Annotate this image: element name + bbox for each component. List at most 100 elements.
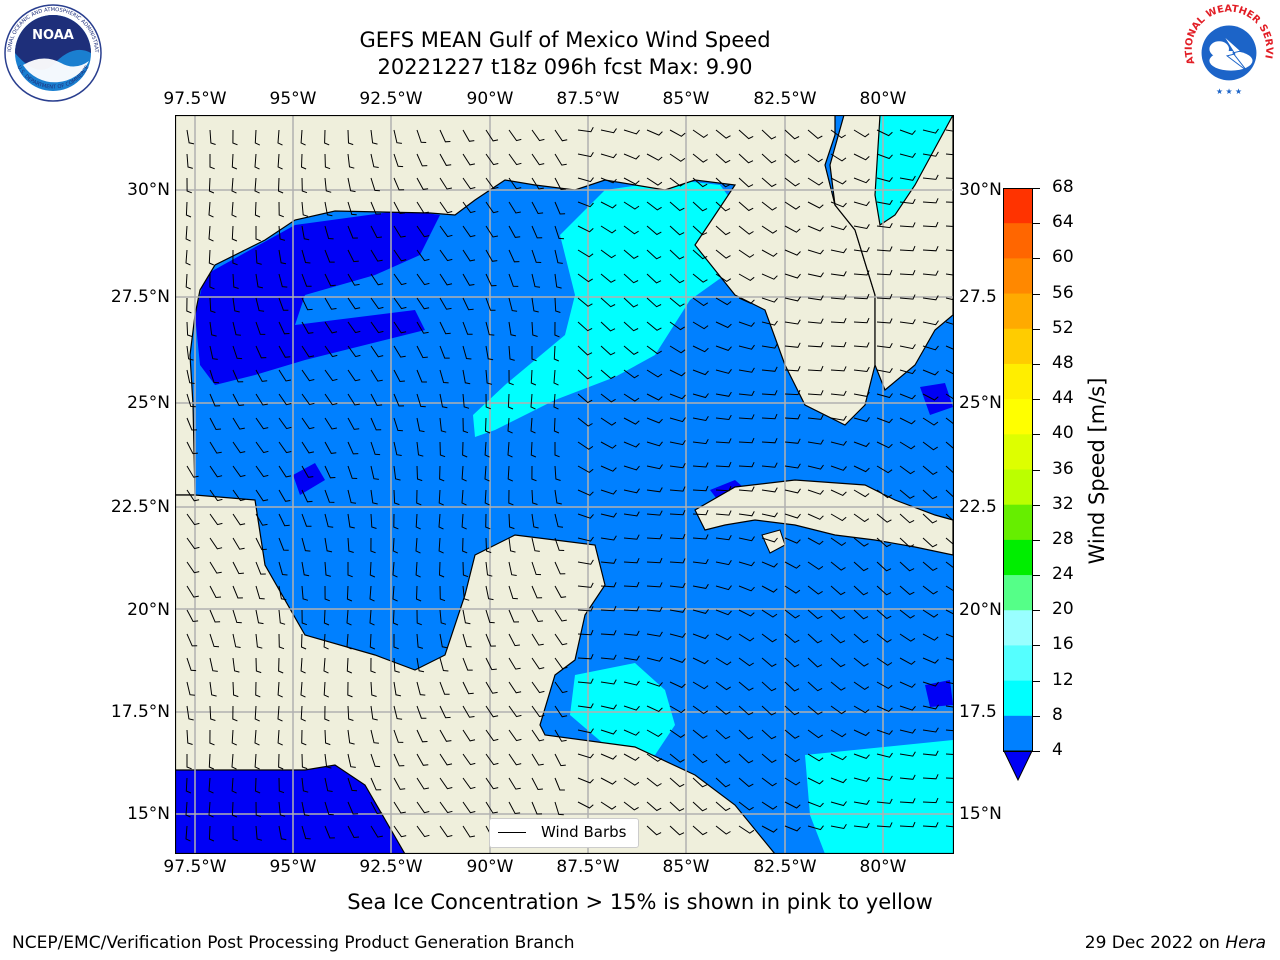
wind-barb: [370, 273, 384, 286]
wind-barb: [347, 729, 355, 745]
wind-barb: [577, 801, 594, 809]
wind-barb: [508, 489, 514, 506]
wind-barb: [255, 585, 265, 600]
wind-barb: [899, 129, 916, 135]
wind-barb: [899, 245, 916, 252]
wind-barb: [231, 177, 237, 194]
wind-barb: [508, 729, 522, 742]
wind-barb: [600, 679, 617, 685]
wind-barb: [830, 225, 847, 231]
wind-barb: [370, 201, 382, 215]
wind-barb: [232, 129, 238, 146]
wind-barb: [669, 558, 686, 564]
wind-barb: [899, 294, 916, 300]
wind-barb: [715, 585, 732, 591]
wind-barb: [347, 465, 358, 479]
wind-barb: [922, 537, 938, 548]
lon-tick-top: 85°W: [662, 89, 710, 109]
wind-barb: [554, 513, 564, 528]
wind-barb: [508, 585, 518, 600]
wind-barb: [254, 153, 260, 170]
wind-barb: [646, 369, 663, 378]
wind-barb: [301, 393, 315, 406]
wind-barb: [876, 269, 893, 276]
wind-barb: [324, 393, 338, 406]
wind-barb: [485, 393, 491, 410]
wind-barb: [945, 441, 954, 450]
wind-barb: [508, 225, 521, 238]
wind-barb: [209, 297, 216, 313]
wind-barb: [899, 441, 916, 450]
wind-barb: [208, 777, 214, 794]
wind-barb: [692, 225, 708, 236]
wind-barb: [692, 558, 709, 565]
wind-barb: [577, 653, 594, 660]
legend-label: Wind Barbs: [541, 823, 627, 841]
wind-barb: [301, 297, 313, 311]
wind-barb: [508, 657, 521, 670]
wind-barb: [577, 513, 594, 519]
wind-barb: [277, 729, 283, 746]
wind-barb: [922, 174, 939, 180]
wind-barb: [945, 273, 954, 276]
colorbar-tick-label: 4: [1052, 740, 1063, 760]
wind-barb: [232, 345, 243, 360]
wind-barb: [853, 705, 870, 714]
wind-barb: [600, 297, 616, 308]
wind-barb: [531, 777, 543, 791]
wind-barb: [554, 249, 563, 264]
wind-barb: [600, 321, 616, 332]
wind-barb: [508, 801, 521, 815]
colorbar-tick: [1032, 469, 1040, 471]
wind-barb: [784, 753, 800, 763]
wind-barb: [553, 369, 559, 386]
wind-barb: [761, 561, 778, 568]
wind-barb: [853, 822, 870, 829]
wind-barb: [508, 177, 522, 190]
wind-barb: [876, 752, 893, 758]
wind-barb: [876, 246, 893, 252]
wind-barb: [439, 777, 453, 790]
wind-barb: [922, 633, 939, 641]
wind-barb: [600, 417, 617, 426]
wind-barb: [830, 609, 846, 620]
wind-barb: [600, 489, 617, 495]
wind-barb: [600, 201, 617, 209]
wind-barb: [669, 297, 685, 307]
wind-barb: [208, 249, 215, 266]
wind-barb: [577, 582, 594, 588]
wind-barb: [462, 537, 468, 554]
wind-barb: [254, 705, 260, 722]
wind-barb: [761, 681, 777, 692]
wind-barb: [669, 369, 686, 377]
wind-barb: [876, 775, 893, 781]
wind-barb: [692, 438, 709, 445]
wind-barb: [255, 226, 261, 242]
wind-barb: [461, 465, 467, 482]
wind-barb: [462, 249, 476, 262]
wind-barb: [370, 729, 379, 744]
wind-barb: [485, 297, 496, 311]
wind-barb: [370, 393, 383, 407]
wind-barb: [323, 609, 330, 626]
wind-barb: [439, 393, 448, 409]
wind-barb: [346, 657, 353, 674]
wind-barb: [531, 225, 543, 239]
wind-barb: [416, 249, 430, 262]
wind-barb: [301, 561, 310, 577]
wind-barb: [186, 177, 192, 194]
wind-barb: [462, 705, 475, 718]
wind-barb: [255, 393, 268, 406]
wind-barb: [438, 537, 444, 554]
wind-barb: [485, 753, 499, 766]
wind-barb: [669, 201, 685, 212]
colorbar-tick: [1032, 328, 1040, 330]
wind-barb: [554, 537, 565, 551]
wind-barb: [577, 536, 594, 542]
lat-tick-left: 17.5°N: [110, 702, 170, 722]
wind-barb: [508, 561, 517, 576]
wind-barb: [784, 633, 800, 643]
wind-barb: [715, 609, 732, 616]
wind-barb: [669, 177, 685, 187]
wind-barb: [623, 557, 640, 564]
